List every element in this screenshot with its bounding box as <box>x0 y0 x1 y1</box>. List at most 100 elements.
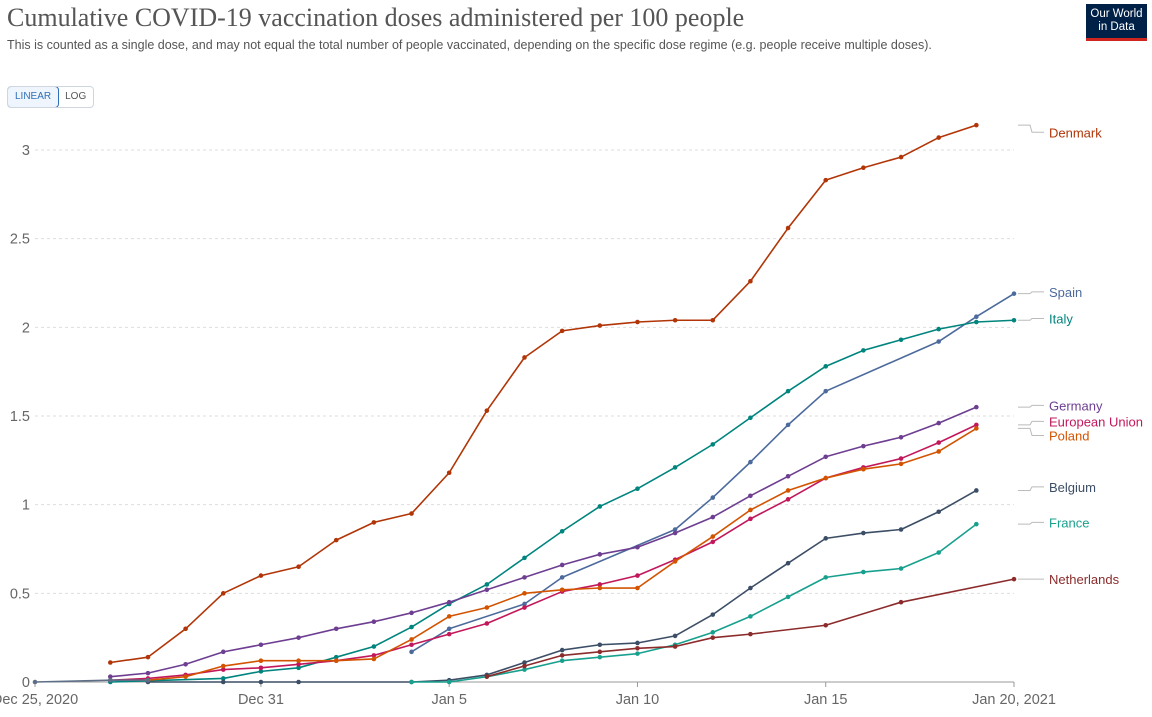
data-point <box>409 624 414 630</box>
data-point <box>748 516 753 522</box>
data-point <box>145 670 151 676</box>
scale-toggle[interactable]: LINEAR LOG <box>7 86 95 108</box>
data-point <box>333 658 339 664</box>
data-point <box>446 631 452 637</box>
data-point <box>672 644 678 649</box>
y-tick-label: 1 <box>22 498 30 514</box>
legend-connector <box>1018 427 1044 437</box>
data-point <box>898 461 904 467</box>
data-point <box>108 660 113 665</box>
data-point <box>183 626 188 632</box>
data-point <box>936 326 941 332</box>
data-point <box>861 530 866 536</box>
data-point <box>597 649 603 655</box>
data-point <box>220 679 226 685</box>
data-point <box>409 637 414 642</box>
data-point <box>898 599 904 605</box>
data-point <box>484 587 490 593</box>
data-point <box>785 497 791 502</box>
data-point <box>748 614 753 619</box>
data-point <box>258 642 264 648</box>
data-point <box>823 388 829 394</box>
data-point <box>635 573 640 578</box>
data-point <box>936 135 941 140</box>
data-point <box>597 323 603 328</box>
data-point <box>597 654 603 660</box>
data-point <box>898 456 904 461</box>
data-point <box>823 177 829 183</box>
data-point <box>1011 317 1017 323</box>
data-point <box>522 601 527 607</box>
chart-subtitle: This is counted as a single dose, and ma… <box>7 38 932 52</box>
data-point <box>672 527 678 532</box>
data-point <box>296 679 301 685</box>
data-point <box>597 582 603 587</box>
data-point <box>559 528 565 534</box>
log-scale-button[interactable]: LOG <box>65 91 87 102</box>
data-point <box>898 434 904 440</box>
data-point <box>936 440 941 445</box>
data-point <box>371 644 377 649</box>
data-point <box>823 622 829 628</box>
y-tick-label: 0 <box>22 675 30 691</box>
data-point <box>220 591 226 596</box>
data-point <box>409 511 414 516</box>
data-point <box>446 626 452 632</box>
data-point <box>258 658 264 664</box>
data-point <box>522 660 527 665</box>
data-point <box>371 653 377 658</box>
data-point <box>785 225 791 231</box>
data-point <box>635 651 640 656</box>
data-point <box>974 122 979 128</box>
data-point <box>974 488 979 493</box>
data-point <box>333 537 339 543</box>
data-point <box>220 649 226 655</box>
data-point <box>710 514 716 520</box>
data-point <box>635 544 640 550</box>
legend-connector <box>1018 521 1044 525</box>
data-point <box>559 658 565 664</box>
x-tick-label: Dec 25, 2020 <box>0 692 78 708</box>
data-point <box>409 642 414 648</box>
linear-scale-button[interactable]: LINEAR <box>8 87 60 107</box>
data-point <box>861 443 866 449</box>
data-point <box>710 534 716 539</box>
data-point <box>635 319 640 325</box>
data-point <box>785 422 791 428</box>
data-point <box>823 475 829 481</box>
data-point <box>898 566 904 571</box>
data-point <box>936 339 941 344</box>
x-tick-label: Jan 20, 2021 <box>972 692 1056 708</box>
data-point <box>861 348 866 353</box>
data-point <box>446 614 452 619</box>
data-point <box>748 507 753 513</box>
data-point <box>371 619 377 625</box>
data-point <box>597 552 603 557</box>
data-point <box>861 165 866 171</box>
data-point <box>597 585 603 591</box>
data-point <box>409 610 414 616</box>
data-point <box>220 663 226 669</box>
data-point <box>785 488 791 493</box>
owid-logo[interactable]: Our World in Data <box>1086 4 1147 41</box>
data-point <box>635 486 640 492</box>
data-point <box>710 495 716 500</box>
data-point <box>974 404 979 410</box>
data-point <box>974 426 979 431</box>
data-point <box>183 661 188 667</box>
data-point <box>522 667 527 672</box>
data-point <box>559 328 565 334</box>
data-point <box>898 154 904 160</box>
legend-connector <box>1018 291 1044 295</box>
series-label: European Union <box>1049 414 1143 429</box>
data-point <box>484 621 490 626</box>
series-line <box>147 489 977 683</box>
data-point <box>748 278 753 284</box>
data-point <box>785 560 791 566</box>
data-point <box>371 520 377 525</box>
data-point <box>183 674 188 679</box>
data-point <box>258 669 264 674</box>
data-point <box>333 626 339 632</box>
data-point <box>597 504 603 509</box>
data-point <box>710 630 716 635</box>
